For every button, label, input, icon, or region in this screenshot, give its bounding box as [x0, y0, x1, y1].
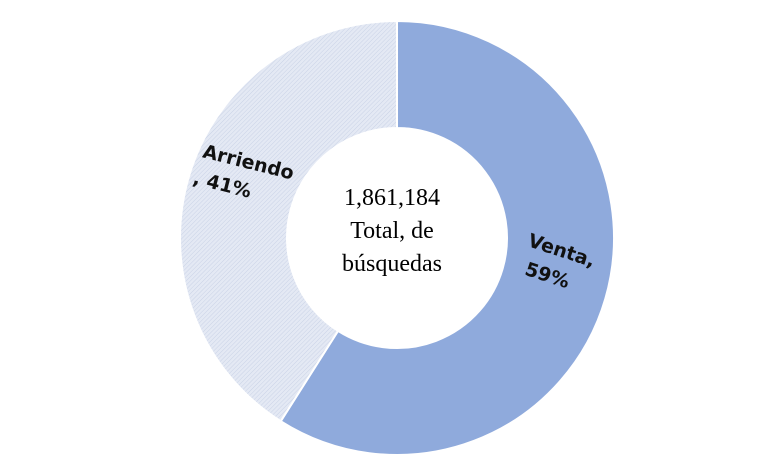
- center-text: Total, de: [350, 218, 434, 244]
- donut-slice: [179, 19, 398, 423]
- center-text: 1,861,184: [344, 185, 440, 211]
- center-text: búsquedas: [342, 251, 442, 277]
- donut-slice: [279, 19, 615, 456]
